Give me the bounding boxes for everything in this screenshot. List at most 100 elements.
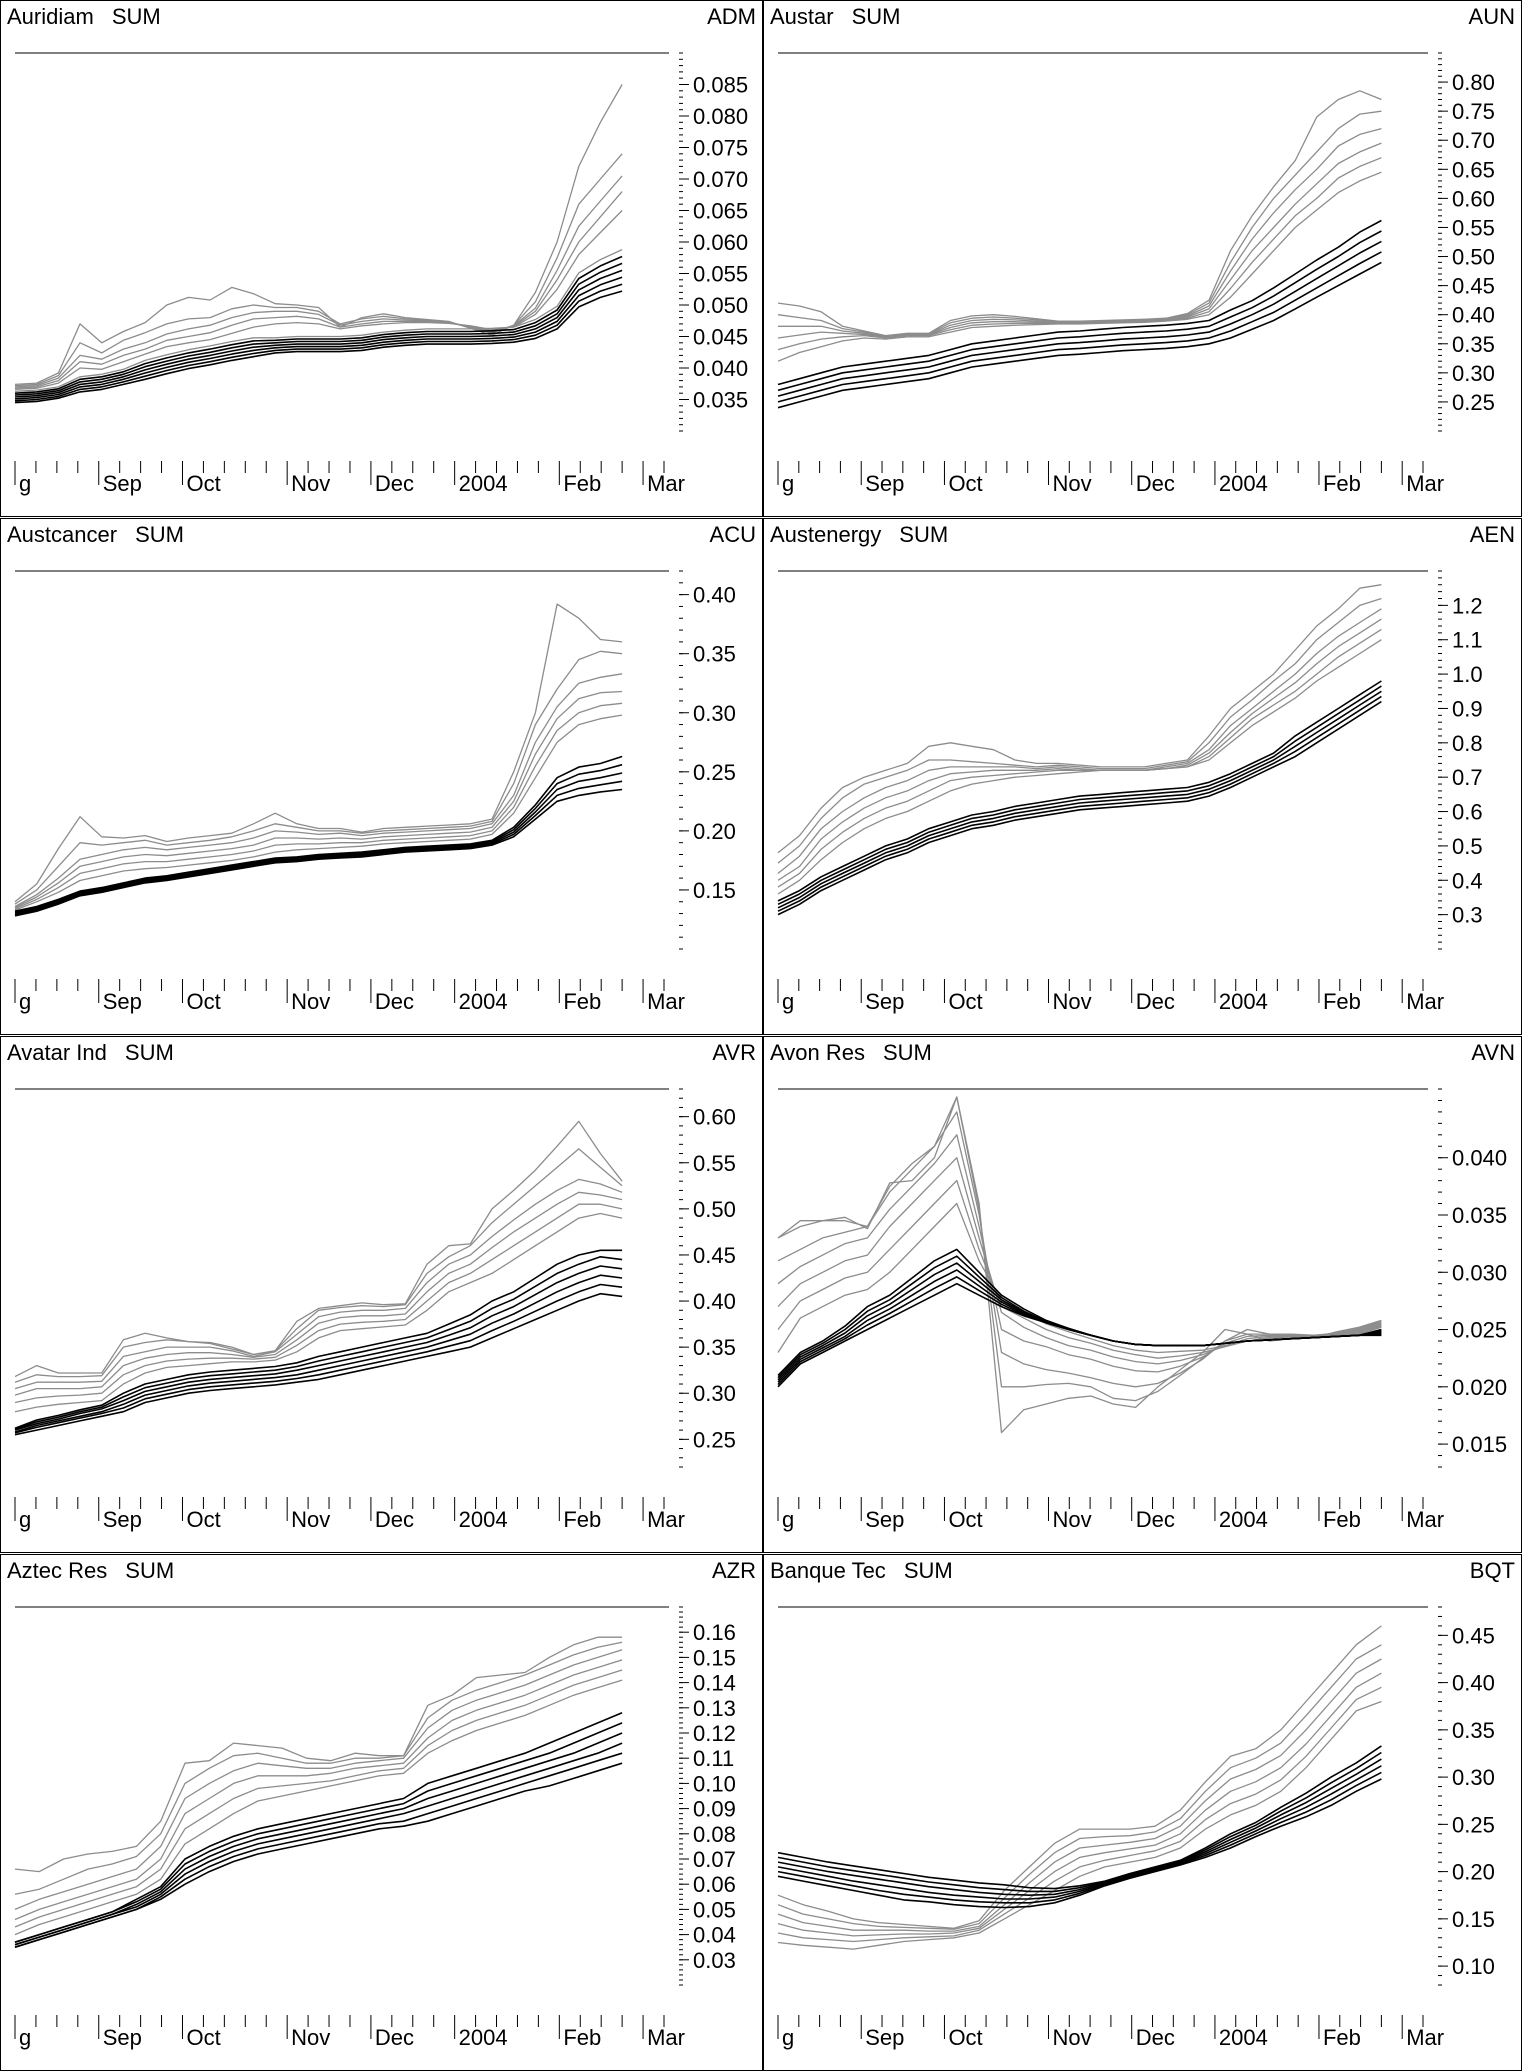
- x-tick-label: 2004: [459, 989, 508, 1014]
- series-line-2: [14, 1283, 623, 1434]
- y-tick-label: 0.55: [1452, 215, 1495, 240]
- series-line-1: [14, 788, 623, 917]
- x-tick-label: Feb: [1323, 1507, 1361, 1532]
- y-tick-label: 0.65: [1452, 157, 1495, 182]
- chart-panel-acu: Austcancer SUM ACU 0.15 0.20 0.25 0.30 0.35 0.40…: [0, 518, 763, 1035]
- x-tick-label: Feb: [1323, 471, 1361, 496]
- series-line-6: [14, 1712, 623, 1943]
- series-line-8: [14, 1669, 623, 1928]
- x-tick-label: Mar: [1406, 2025, 1444, 2050]
- series-line-2: [777, 1276, 1382, 1386]
- series-line-4: [777, 685, 1382, 906]
- x-tick-label: Nov: [291, 1507, 330, 1532]
- x-tick-label: Sep: [865, 2025, 904, 2050]
- x-tick-label: Dec: [1136, 471, 1175, 496]
- x-tick-label: Dec: [375, 2025, 414, 2050]
- y-tick-label: 0.075: [693, 136, 748, 161]
- x-tick-label: Sep: [865, 471, 904, 496]
- y-tick-label: 0.40: [1452, 303, 1495, 328]
- series-line-2: [777, 1771, 1382, 1904]
- x-tick-label: Nov: [1052, 2025, 1091, 2050]
- y-tick-label: 0.45: [693, 1243, 736, 1268]
- x-tick-label: Sep: [865, 989, 904, 1014]
- x-tick-label: Nov: [1052, 989, 1091, 1014]
- chart-name: Avon Res: [770, 1040, 865, 1065]
- chart-aggregate: SUM: [111, 4, 161, 29]
- y-tick-label: 0.15: [1452, 1907, 1495, 1932]
- y-tick-label: 0.5: [1452, 834, 1483, 859]
- series-line-4: [777, 230, 1382, 392]
- y-tick-label: 0.080: [693, 104, 748, 129]
- series-line-8: [14, 1203, 623, 1404]
- chart-panel-avr: Avatar Ind SUM AVR 0.25 0.30 0.35 0.40 0.45 0.50…: [0, 1036, 763, 1553]
- series-line-8: [14, 210, 623, 391]
- x-tick-label: Dec: [1136, 989, 1175, 1014]
- chart-aggregate: SUM: [135, 522, 184, 547]
- y-tick-label: 0.05: [693, 1897, 736, 1922]
- x-tick-label: Nov: [291, 471, 330, 496]
- y-tick-label: 0.12: [693, 1721, 736, 1746]
- x-tick-label: Oct: [948, 1507, 982, 1532]
- x-tick-label: g: [19, 471, 31, 496]
- series-line-3: [14, 276, 623, 400]
- series-line-1: [777, 1778, 1382, 1909]
- series-line-10: [14, 650, 623, 905]
- series-line-7: [14, 1679, 623, 1936]
- y-tick-label: 0.30: [693, 1381, 736, 1406]
- series-line-3: [777, 1269, 1382, 1383]
- series-line-5: [777, 1751, 1382, 1893]
- x-tick-label: 2004: [459, 1507, 508, 1532]
- y-tick-label: 0.6: [1452, 800, 1483, 825]
- series-line-7: [777, 1202, 1382, 1354]
- series-line-8: [777, 618, 1382, 881]
- series-line-12: [777, 1625, 1382, 1929]
- x-tick-label: Sep: [103, 989, 142, 1014]
- x-tick-label: Oct: [948, 989, 982, 1014]
- chart-name: Austar: [770, 4, 834, 29]
- series-line-5: [777, 680, 1382, 902]
- series-line-8: [777, 1179, 1382, 1359]
- series-line-9: [14, 1191, 623, 1396]
- chart-aggregate: SUM: [851, 4, 901, 29]
- x-tick-label: Nov: [291, 989, 330, 1014]
- series-line-10: [14, 175, 623, 388]
- y-tick-label: 0.4: [1452, 868, 1483, 893]
- ticker-code: BQT: [1469, 1558, 1515, 1583]
- x-tick-label: Feb: [1323, 2025, 1361, 2050]
- chart-title: Avatar Ind SUM: [7, 1040, 174, 1066]
- chart-panel-avn: Avon Res SUM AVN 0.015 0.020 0.025 0.030 0.035 0…: [763, 1036, 1522, 1553]
- chart-name: Avatar Ind: [7, 1040, 107, 1065]
- y-tick-label: 0.10: [1452, 1954, 1495, 1979]
- y-tick-label: 0.035: [693, 388, 748, 413]
- x-tick-label: Feb: [563, 1507, 601, 1532]
- x-tick-label: 2004: [1219, 989, 1268, 1014]
- x-tick-label: g: [782, 989, 794, 1014]
- x-tick-label: Feb: [563, 2025, 601, 2050]
- y-tick-label: 0.80: [1452, 70, 1495, 95]
- series-line-1: [777, 261, 1382, 409]
- chart-panel-aun: Austar SUM AUN 0.25 0.30 0.35 0.40 0.45 0.50 0.55…: [763, 0, 1522, 517]
- y-tick-label: 0.45: [1452, 274, 1495, 299]
- chart-aggregate: SUM: [124, 1040, 174, 1065]
- series-line-12: [777, 1096, 1382, 1402]
- chart-title: Aztec Res SUM: [7, 1558, 174, 1584]
- x-tick-label: Sep: [103, 1507, 142, 1532]
- series-line-6: [14, 255, 623, 394]
- series-line-2: [14, 780, 623, 916]
- y-tick-label: 0.75: [1452, 99, 1495, 124]
- series-line-7: [14, 702, 623, 910]
- chart-aggregate: SUM: [882, 1040, 932, 1065]
- x-tick-label: Feb: [563, 471, 601, 496]
- x-tick-label: g: [782, 471, 794, 496]
- x-tick-label: Dec: [375, 1507, 414, 1532]
- x-tick-label: Oct: [186, 471, 220, 496]
- ticker-code: AEN: [1469, 522, 1515, 547]
- y-tick-label: 0.30: [693, 701, 736, 726]
- y-tick-label: 0.050: [693, 293, 748, 318]
- y-tick-label: 0.085: [693, 73, 748, 98]
- series-line-6: [14, 1249, 623, 1430]
- series-line-11: [14, 603, 623, 903]
- chart-aggregate: SUM: [899, 522, 949, 547]
- chart-title: Austar SUM: [770, 4, 900, 30]
- series-line-12: [14, 1636, 623, 1873]
